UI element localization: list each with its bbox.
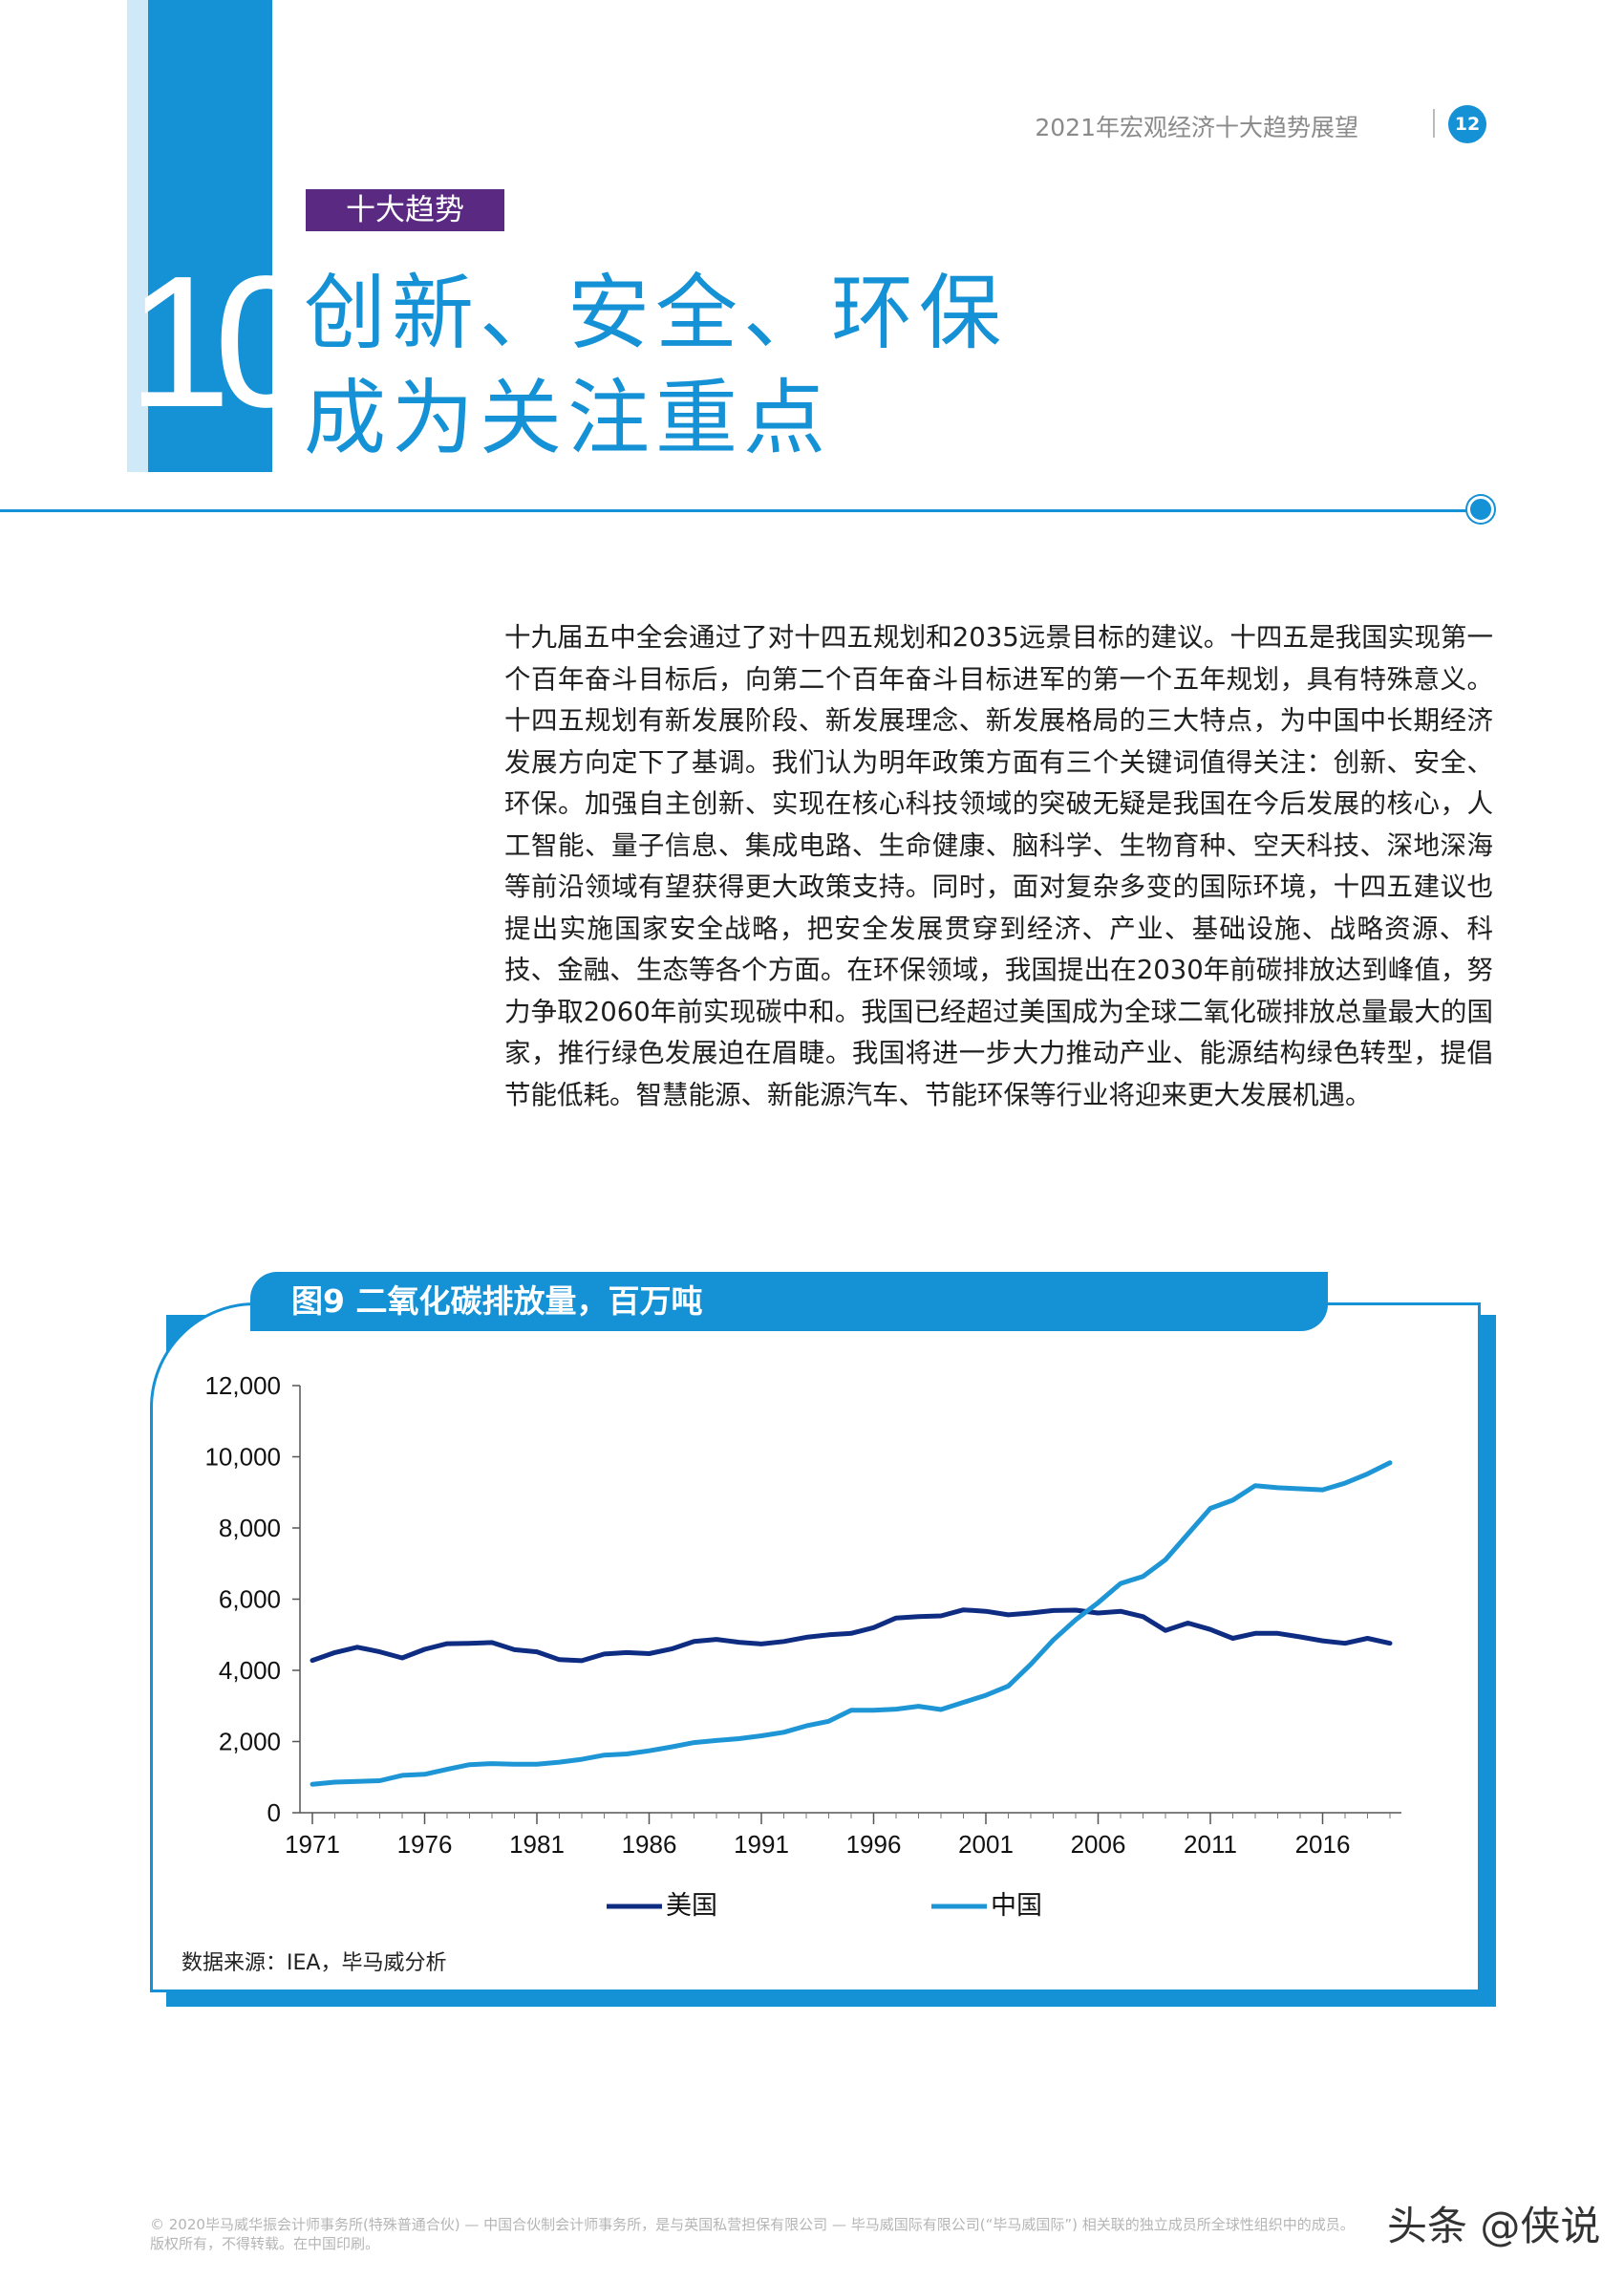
co2-emissions-line-chart: 0 2,000 4,000 6,000 8,000 10,000 12,000 1971 197… xyxy=(204,1371,1401,1921)
chart-axes xyxy=(299,1386,1401,1814)
y-tick-label: 0 xyxy=(267,1798,281,1827)
document-title: 2021年宏观经济十大趋势展望 xyxy=(1035,114,1358,141)
chart-legend: 美国 中国 xyxy=(607,1891,1042,1921)
section-title-line2: 成为关注重点 xyxy=(304,371,831,466)
chart-title: 图9 二氧化碳排放量，百万吨 xyxy=(291,1282,703,1320)
y-tick-label: 10,000 xyxy=(204,1443,281,1472)
x-tick-label: 1981 xyxy=(509,1830,565,1859)
x-tick-label: 2006 xyxy=(1071,1830,1126,1859)
legend-label: 中国 xyxy=(991,1891,1042,1921)
section-tag: 十大趋势 xyxy=(306,189,504,231)
y-tick-label: 6,000 xyxy=(219,1585,281,1614)
x-tick-label: 2011 xyxy=(1184,1830,1237,1859)
y-tick-label: 8,000 xyxy=(219,1514,281,1542)
chart-ticks: 0 2,000 4,000 6,000 8,000 10,000 12,000 1971 197… xyxy=(204,1371,1391,1859)
header-divider xyxy=(1433,109,1435,138)
x-tick-label: 1991 xyxy=(734,1830,789,1859)
section-title-line1: 创新、安全、环保 xyxy=(304,266,1007,361)
x-tick-label: 2001 xyxy=(958,1830,1014,1859)
y-tick-label: 2,000 xyxy=(219,1728,281,1756)
accent-bar-light xyxy=(127,0,148,472)
chart-title-bar xyxy=(250,1272,1328,1331)
x-tick-label: 1996 xyxy=(846,1830,902,1859)
chart-frame xyxy=(150,1302,1481,1992)
body-paragraph: 十九届五中全会通过了对十四五规划和2035远景目标的建议。十四五是我国实现第一个… xyxy=(504,622,1493,1110)
footer-line-1: © 2020毕马威华振会计师事务所(特殊普通合伙) — 中国合伙制会计师事务所，… xyxy=(150,2216,1355,2233)
footer-copyright: © 2020毕马威华振会计师事务所(特殊普通合伙) — 中国合伙制会计师事务所，… xyxy=(150,2215,1421,2253)
watermark: 头条 @侠说 xyxy=(1387,2203,1601,2249)
footer-line-2: 版权所有，不得转载。在中国印刷。 xyxy=(150,2235,380,2252)
page-number-badge: 12 xyxy=(1448,105,1486,143)
y-tick-label: 12,000 xyxy=(204,1371,281,1400)
section-number: 10 xyxy=(127,237,318,446)
accent-bar xyxy=(148,0,272,472)
series-line-usa xyxy=(310,1607,1393,1664)
x-tick-label: 1976 xyxy=(397,1830,453,1859)
chart-series xyxy=(310,1460,1393,1787)
x-tick-label: 2016 xyxy=(1295,1830,1351,1859)
x-tick-label: 1986 xyxy=(622,1830,677,1859)
divider-line xyxy=(0,509,1479,512)
x-tick-label: 1971 xyxy=(285,1830,340,1859)
data-source-note: 数据来源：IEA，毕马威分析 xyxy=(182,1951,447,1975)
divider-dot xyxy=(1467,496,1494,523)
series-line-china xyxy=(310,1460,1393,1787)
legend-label: 美国 xyxy=(666,1891,717,1921)
y-tick-label: 4,000 xyxy=(219,1656,281,1685)
